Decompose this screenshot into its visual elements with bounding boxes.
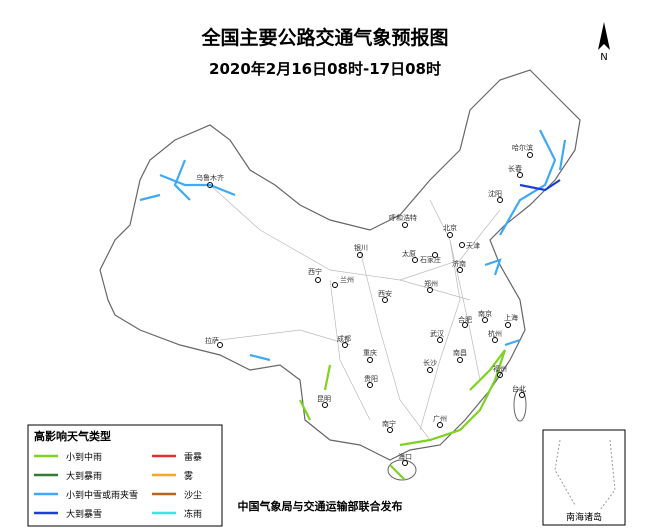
city-label: 石家庄: [420, 255, 441, 264]
city: 合肥: [458, 315, 472, 328]
inset-label: 南海诸岛: [566, 511, 602, 523]
legend-label: 小到中雨: [66, 451, 102, 463]
city: 济南: [452, 259, 466, 273]
city-label: 乌鲁木齐: [196, 173, 224, 182]
legend-title: 高影响天气类型: [34, 429, 111, 443]
city: 福州: [493, 364, 507, 378]
city: 杭州: [488, 329, 502, 343]
city-label: 长沙: [423, 358, 437, 367]
city-label: 海口: [398, 452, 412, 461]
weather-routes: [139, 129, 567, 481]
legend-label: 小到中雪或雨夹雪: [66, 489, 138, 501]
city: 天津: [459, 242, 480, 250]
city: 银川: [354, 243, 368, 258]
legend-label: 雷暴: [184, 452, 202, 463]
north-label: N: [600, 52, 607, 63]
city: 南宁: [382, 419, 396, 433]
legend-label: 雾: [184, 471, 193, 482]
city-label: 成都: [337, 334, 351, 343]
city-label: 重庆: [363, 348, 377, 357]
city: 西安: [378, 289, 392, 303]
city: 海口: [398, 452, 412, 466]
city-label: 兰州: [340, 275, 354, 284]
hainan: [387, 459, 417, 481]
city: 成都: [337, 334, 351, 348]
footer: 中国气象局与交通运输部联合发布: [238, 499, 403, 513]
city-label: 南宁: [382, 419, 396, 428]
city-label: 沈阳: [488, 189, 502, 198]
north-arrow: N: [598, 22, 610, 63]
city: 石家庄: [420, 252, 441, 264]
city-label: 广州: [433, 414, 447, 423]
city: 哈尔滨: [512, 143, 533, 158]
city-label: 长春: [508, 164, 522, 173]
city-label: 武汉: [430, 329, 444, 338]
city-label: 呼和浩特: [389, 213, 417, 222]
city-label: 南昌: [453, 348, 467, 357]
city: 乌鲁木齐: [196, 173, 224, 188]
city-label: 福州: [493, 364, 507, 373]
city-label: 哈尔滨: [512, 143, 533, 152]
city: 重庆: [363, 348, 377, 363]
city-label: 天津: [466, 242, 480, 250]
city: 呼和浩特: [389, 213, 417, 228]
city: 上海: [504, 313, 518, 328]
city: 西宁: [308, 267, 322, 283]
city-label: 西宁: [308, 267, 322, 276]
city-labels: 乌鲁木齐 哈尔滨 长春 沈阳 呼和浩特 北京 天津 石家庄 太原 济南 银川 兰…: [196, 143, 533, 466]
legend-label: 大到暴雪: [66, 508, 102, 520]
city: 沈阳: [488, 189, 503, 203]
city: 昆明: [317, 395, 331, 408]
city: 贵阳: [364, 374, 378, 388]
subtitle: 2020年2月16日08时-17日08时: [209, 60, 441, 78]
city-label: 银川: [354, 243, 368, 252]
city-label: 南京: [478, 309, 492, 318]
city-label: 拉萨: [205, 336, 219, 345]
city-label: 济南: [452, 259, 466, 268]
city: 台北: [512, 384, 526, 398]
city: 兰州: [332, 275, 354, 288]
city: 北京: [443, 223, 457, 238]
city: 广州: [433, 414, 447, 428]
city: 武汉: [430, 329, 444, 343]
city-label: 台北: [512, 384, 526, 393]
city-label: 杭州: [488, 329, 502, 338]
city-label: 上海: [504, 313, 518, 322]
city: 长沙: [423, 358, 437, 373]
legend-label: 大到暴雨: [66, 470, 102, 482]
city-label: 郑州: [424, 280, 438, 288]
roads: [209, 184, 501, 441]
city-label: 太原: [402, 249, 416, 258]
legend-label: 冻雨: [184, 508, 202, 520]
city-label: 昆明: [317, 395, 331, 403]
city: 拉萨: [205, 336, 223, 348]
title: 全国主要公路交通气象预报图: [200, 26, 448, 49]
city: 太原: [402, 249, 418, 263]
city-label: 北京: [443, 223, 457, 232]
inset: 南海诸岛: [542, 429, 626, 526]
legend-label: 沙尘: [184, 490, 202, 501]
city-label: 西安: [378, 289, 392, 298]
city-label: 贵阳: [364, 374, 378, 383]
city: 郑州: [424, 280, 438, 293]
city: 长春: [508, 164, 523, 178]
city-label: 合肥: [458, 315, 472, 324]
city: 南昌: [453, 348, 467, 363]
city: 南京: [478, 309, 492, 323]
